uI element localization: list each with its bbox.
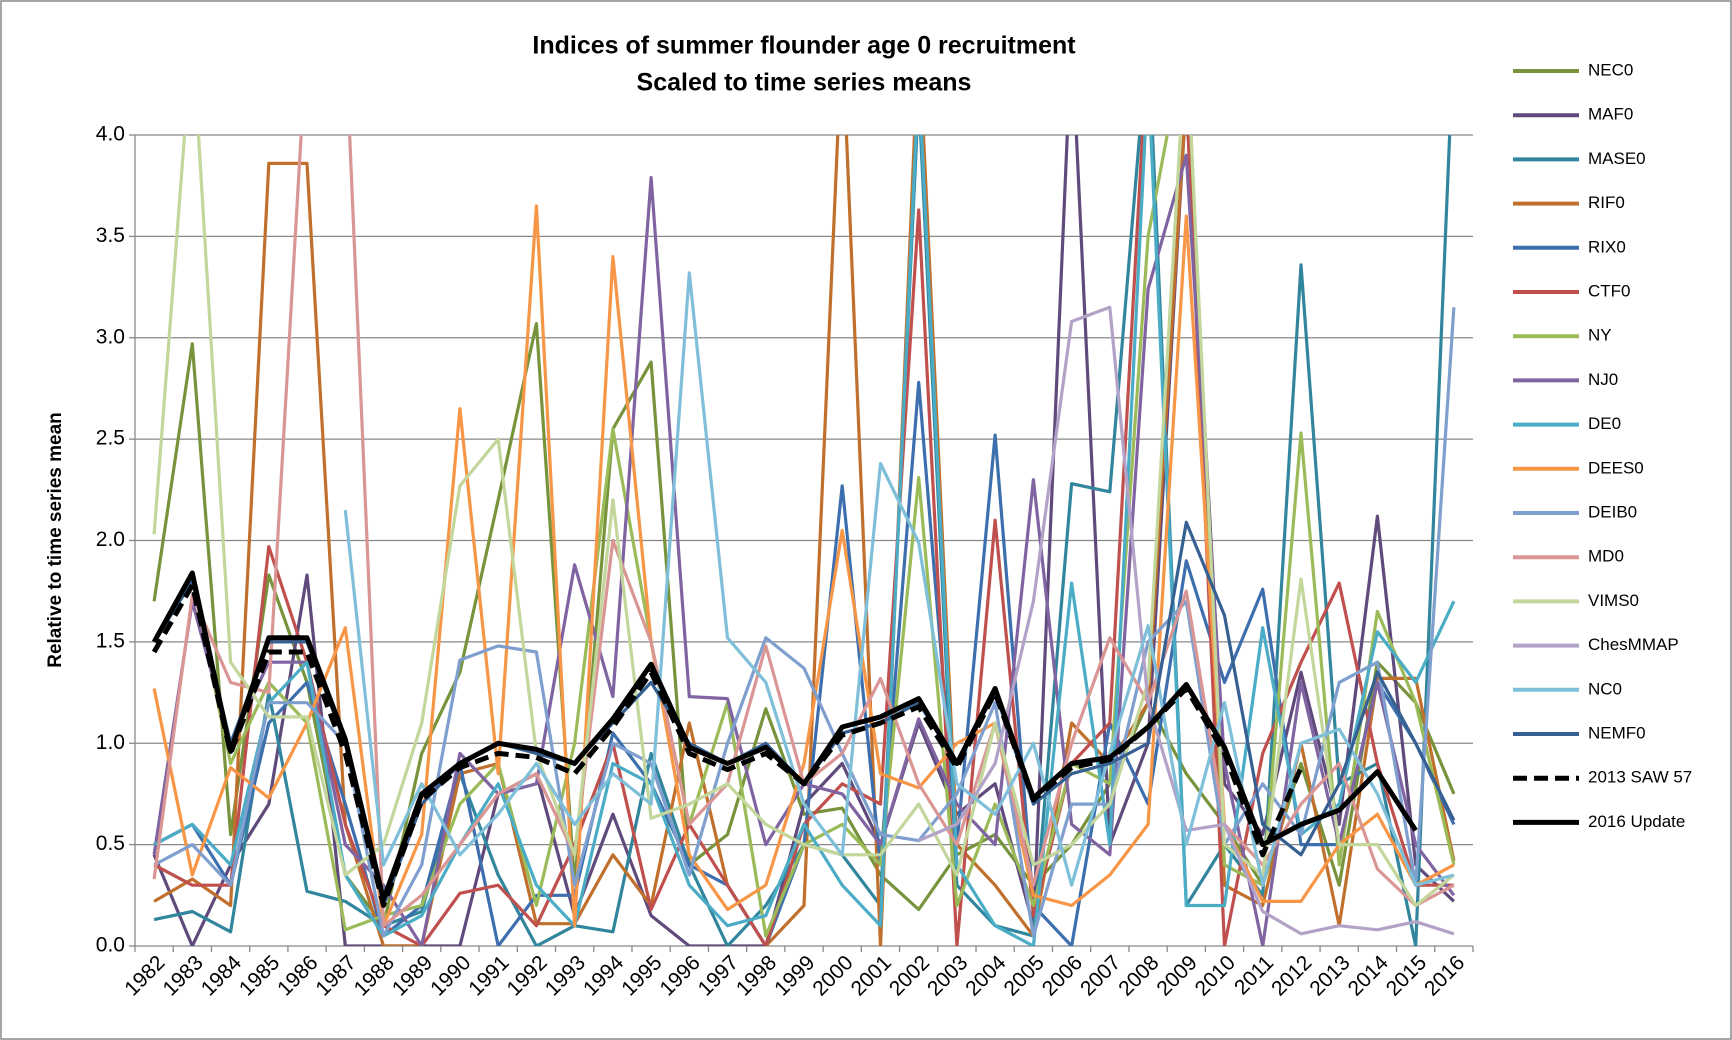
legend-label: MAF0 [1588,105,1633,124]
y-tick-label: 0.0 [96,934,125,957]
series-line [153,135,1456,946]
legend-label: ChesMMAP [1588,635,1679,654]
chart-subtitle: Scaled to time series means [637,69,972,97]
y-tick-label: 0.5 [96,832,125,855]
y-axis-title: Relative to time series mean [45,412,66,668]
series-line [151,570,1418,902]
y-tick-label: 1.5 [96,629,125,652]
legend-label: DE0 [1588,414,1621,433]
y-tick-label: 2.5 [96,427,125,450]
plot-lines [151,135,1456,946]
legend-label: RIF0 [1588,193,1625,212]
y-tick-label: 1.0 [96,731,125,754]
series-line [153,135,1456,946]
y-tick-label: 2.0 [96,528,125,551]
y-tick-label: 3.5 [96,224,125,247]
legend-label: 2016 Update [1588,812,1685,831]
series-line [343,271,1455,887]
legend-label: DEES0 [1588,458,1644,477]
legend-label: RIX0 [1588,237,1626,256]
legend-label: CTF0 [1588,281,1631,300]
legend-label: VIMS0 [1588,591,1639,610]
legend-label: MASE0 [1588,149,1646,168]
legend-label: NEMF0 [1588,723,1646,742]
legend-label: NJ0 [1588,370,1618,389]
legend-label: NEC0 [1588,60,1633,79]
chart-title: Indices of summer flounder age 0 recruit… [532,32,1076,60]
legend-label: NC0 [1588,679,1622,698]
legend-label: 2013 SAW 57 [1588,768,1692,787]
y-tick-label: 3.0 [96,325,125,348]
legend-label: MD0 [1588,547,1624,566]
series-line [153,307,1456,938]
legend: NEC0 MAF0 MASE0 RIF0 RIX0 CTF0 NY NJ0 DE0 DEES0 DE… [1513,60,1692,831]
legend-label: DEIB0 [1588,502,1637,521]
y-tick-label: 4.0 [96,123,125,146]
series-line [918,305,1455,936]
legend-label: NY [1588,326,1612,345]
